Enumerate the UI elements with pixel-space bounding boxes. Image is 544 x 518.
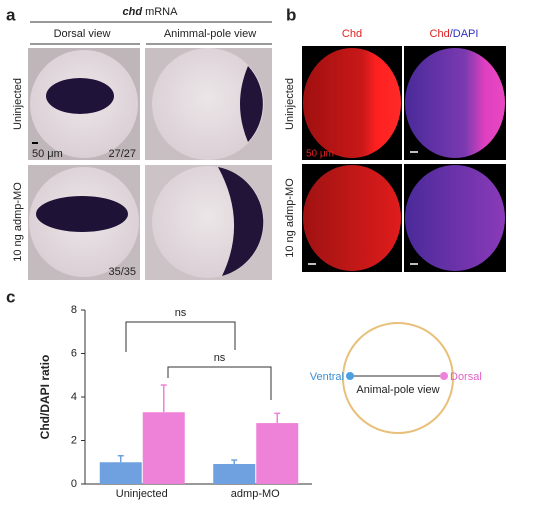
embryo [303,165,401,271]
row-label: Uninjected [284,78,296,130]
panel-a: a chd mRNA Dorsal view Animmal-pole view … [6,5,272,280]
stain [46,78,114,114]
embryo [405,48,505,158]
embryo [405,165,505,271]
panel-label: c [6,287,15,306]
bar [256,423,299,484]
bar [99,462,142,484]
column-title: Dorsal view [54,28,111,40]
panel-label: b [286,5,296,24]
scale-label: 50 μm [306,149,334,160]
bar [142,412,185,484]
header-gene: chd [123,6,143,18]
stain [36,196,128,232]
title-blue: /DAPI [450,28,479,40]
title-red: Chd [430,28,450,40]
dorsal-label: Dorsal [450,371,482,383]
dorsal-dot [440,372,448,380]
scale-label: 50 μm [32,148,63,160]
y-tick-label: 4 [71,391,77,403]
stain [240,66,263,142]
y-tick-label: 2 [71,434,77,446]
panel-b: b Chd Chd/DAPI 50 μm Uninjected 10 ng ad… [284,5,506,272]
annotation: ns [175,307,187,319]
panel-c: c Chd/DAPI ratio 0 2 4 6 8 Uninjected admp-MO n… [6,287,312,500]
column-title: Chd [342,28,362,40]
y-tick-label: 0 [71,478,77,490]
ventral-label: Ventral [310,371,344,383]
view-label: Animal-pole view [356,384,439,396]
row-label: Uninjected [12,78,24,130]
bar [213,463,256,484]
embryo [303,48,401,158]
stain [218,167,264,276]
embryo [152,48,264,160]
bracket [125,321,236,352]
header: chd mRNA [123,6,179,18]
y-tick-label: 8 [71,304,77,316]
count: 27/27 [108,148,136,160]
column-title: Chd/DAPI [430,28,479,40]
diagram: Ventral Dorsal Animal-pole view [310,322,482,434]
y-tick-label: 6 [71,347,77,359]
y-axis-label: Chd/DAPI ratio [38,355,52,440]
x-tick-label: Uninjected [116,488,168,500]
ventral-dot [346,372,354,380]
embryo-outline [342,322,454,434]
x-tick-label: admp-MO [231,488,280,500]
bracket [167,366,272,400]
count: 35/35 [108,266,136,278]
column-title: Animmal-pole view [164,28,256,40]
panel-label: a [6,5,16,24]
header-text: mRNA [145,6,178,18]
row-label: 10 ng admp-MO [12,182,24,262]
row-label: 10 ng admp-MO [284,178,296,258]
annotation: ns [214,352,226,364]
